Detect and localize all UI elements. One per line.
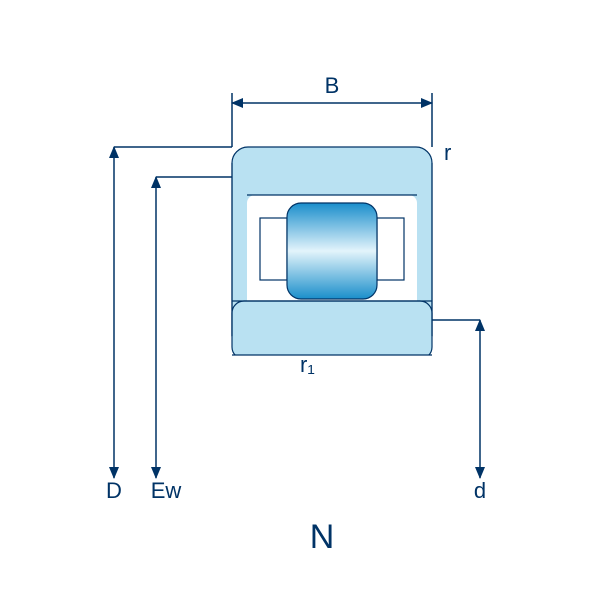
bearing-cross-section — [230, 147, 434, 363]
label-D: D — [106, 478, 122, 503]
inner-ring-flat-mask — [230, 355, 434, 363]
label-B: B — [325, 73, 340, 98]
cage-left — [260, 218, 287, 280]
dimension-Ew: Ew — [151, 177, 232, 503]
label-r: r — [444, 140, 451, 165]
inner-ring — [232, 301, 432, 359]
label-Ew: Ew — [151, 478, 182, 503]
dimension-d: d — [432, 320, 486, 503]
dimension-D: D — [106, 147, 232, 503]
dimension-B: B — [232, 73, 432, 147]
cage-right — [377, 218, 404, 280]
label-r1: r₁ — [300, 352, 315, 377]
roller — [287, 203, 377, 299]
label-d: d — [474, 478, 486, 503]
label-N: N — [310, 518, 335, 556]
